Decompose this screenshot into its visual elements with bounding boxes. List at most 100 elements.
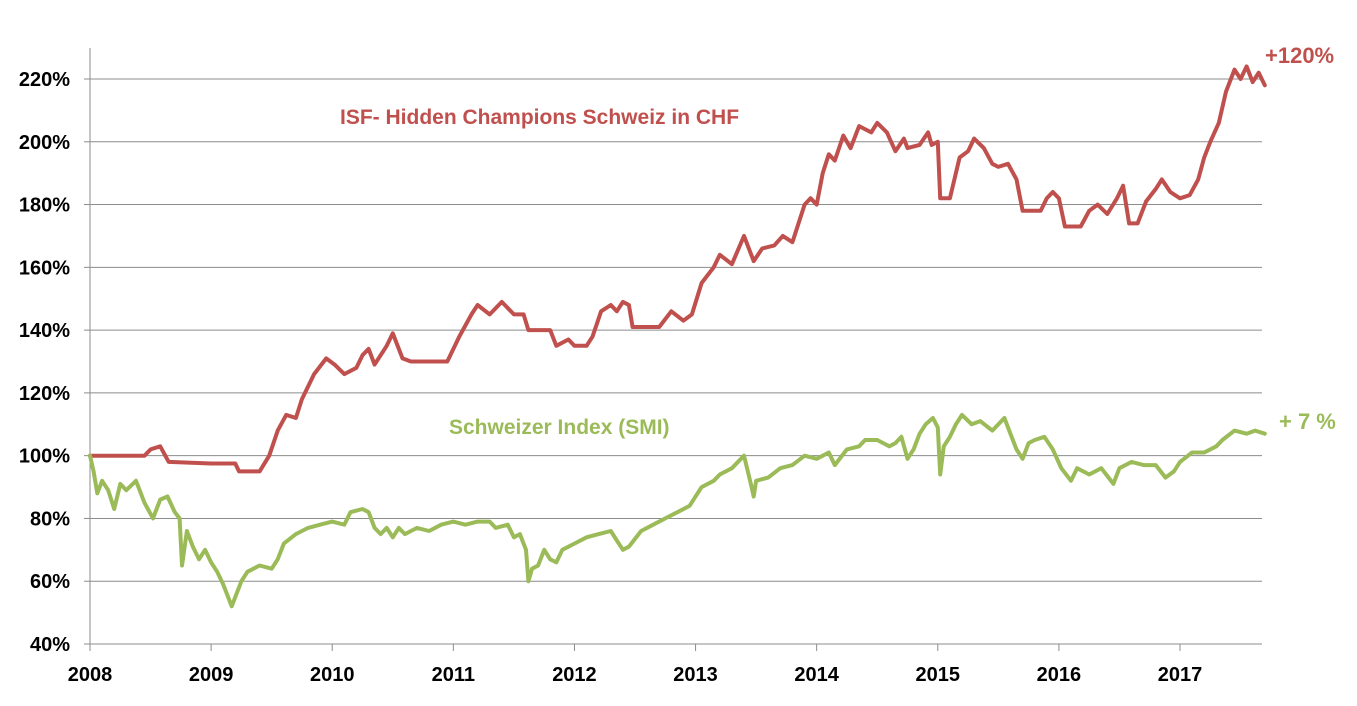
data-point (391, 535, 395, 539)
labels: ISF- Hidden Champions Schweiz in CHF Sch… (340, 43, 1336, 439)
data-point (1142, 463, 1146, 467)
data-point (1263, 83, 1267, 87)
data-point (433, 360, 437, 363)
x-tick-label: 2011 (432, 664, 475, 686)
x-tick-label: 2016 (1037, 664, 1082, 686)
data-point (1233, 429, 1236, 433)
data-point (781, 234, 785, 238)
x-axis: 2008 2009 2010 2011 2012 2013 2014 2015 2016 2017 (68, 643, 1262, 686)
data-point (675, 510, 679, 514)
data-point (385, 344, 389, 348)
data-point (572, 542, 576, 546)
data-point (742, 234, 746, 238)
data-point (151, 516, 155, 520)
data-point (1087, 473, 1091, 476)
data-point (609, 529, 613, 533)
data-point (451, 520, 455, 524)
data-point (869, 130, 873, 134)
data-point (245, 570, 249, 574)
data-point (1079, 225, 1083, 228)
data-point (1027, 441, 1031, 445)
data-point (585, 535, 589, 539)
data-point (1154, 463, 1158, 467)
data-point (333, 363, 337, 367)
data-point (1208, 140, 1212, 144)
y-tick-label: 160% (19, 257, 70, 279)
data-point (681, 319, 685, 323)
data-point (936, 425, 940, 429)
data-point (1039, 209, 1043, 213)
data-point (88, 454, 92, 458)
data-point (566, 338, 570, 341)
data-point (397, 526, 401, 530)
data-point (615, 538, 619, 542)
data-point (560, 548, 564, 552)
data-point (990, 162, 994, 166)
data-point (918, 143, 922, 147)
data-point (627, 303, 631, 307)
data-point (267, 454, 271, 458)
data-point (1021, 209, 1025, 213)
data-point (742, 454, 746, 458)
series-label-hidden-champions: ISF- Hidden Champions Schweiz in CHF (340, 106, 739, 129)
data-point (276, 429, 280, 433)
data-point (209, 560, 213, 564)
data-point (1245, 432, 1249, 436)
data-point (748, 479, 752, 483)
data-point (178, 516, 182, 520)
data-point (1051, 447, 1055, 451)
data-point (1263, 432, 1267, 436)
data-point (936, 140, 940, 144)
y-tick-label: 60% (30, 571, 70, 593)
y-tick-label: 200% (19, 132, 70, 154)
data-point (1099, 466, 1103, 470)
data-point (522, 312, 526, 316)
data-point (1144, 199, 1148, 203)
data-point (439, 523, 443, 527)
data-point (1015, 447, 1018, 451)
data-point (470, 312, 473, 316)
data-point (1096, 203, 1100, 207)
data-point (966, 149, 970, 153)
data-point (524, 548, 528, 552)
data-point (857, 444, 861, 448)
data-point (1253, 429, 1257, 433)
data-point (954, 422, 958, 426)
data-point (239, 579, 243, 583)
data-point (215, 570, 219, 574)
data-point (554, 560, 558, 564)
y-tick-label: 80% (30, 508, 70, 530)
data-point (284, 413, 288, 417)
data-point (827, 152, 831, 156)
data-point (1127, 221, 1131, 225)
data-point (599, 309, 603, 313)
data-point (621, 548, 625, 552)
data-point (143, 454, 146, 458)
data-point (403, 532, 407, 536)
data-point (373, 526, 377, 530)
data-point (752, 495, 756, 498)
data-point (809, 196, 813, 200)
data-point (970, 422, 974, 426)
data-point (815, 203, 819, 207)
data-point (621, 300, 625, 304)
data-point (237, 469, 241, 473)
data-point (609, 303, 613, 307)
end-label-smi: + 7 % (1279, 409, 1336, 434)
data-point (512, 535, 516, 539)
data-point (718, 473, 722, 476)
data-point (379, 532, 383, 536)
data-point (760, 247, 764, 250)
y-tick-label: 120% (19, 383, 70, 405)
data-point (948, 435, 952, 439)
data-point (258, 469, 262, 473)
data-point (833, 463, 837, 467)
data-point (554, 344, 558, 348)
data-point (1051, 190, 1055, 194)
data-point (924, 422, 928, 426)
data-point (427, 360, 431, 363)
data-point (754, 479, 758, 483)
data-point (1117, 466, 1121, 470)
data-point (318, 523, 322, 527)
y-tick-label: 180% (19, 195, 70, 217)
